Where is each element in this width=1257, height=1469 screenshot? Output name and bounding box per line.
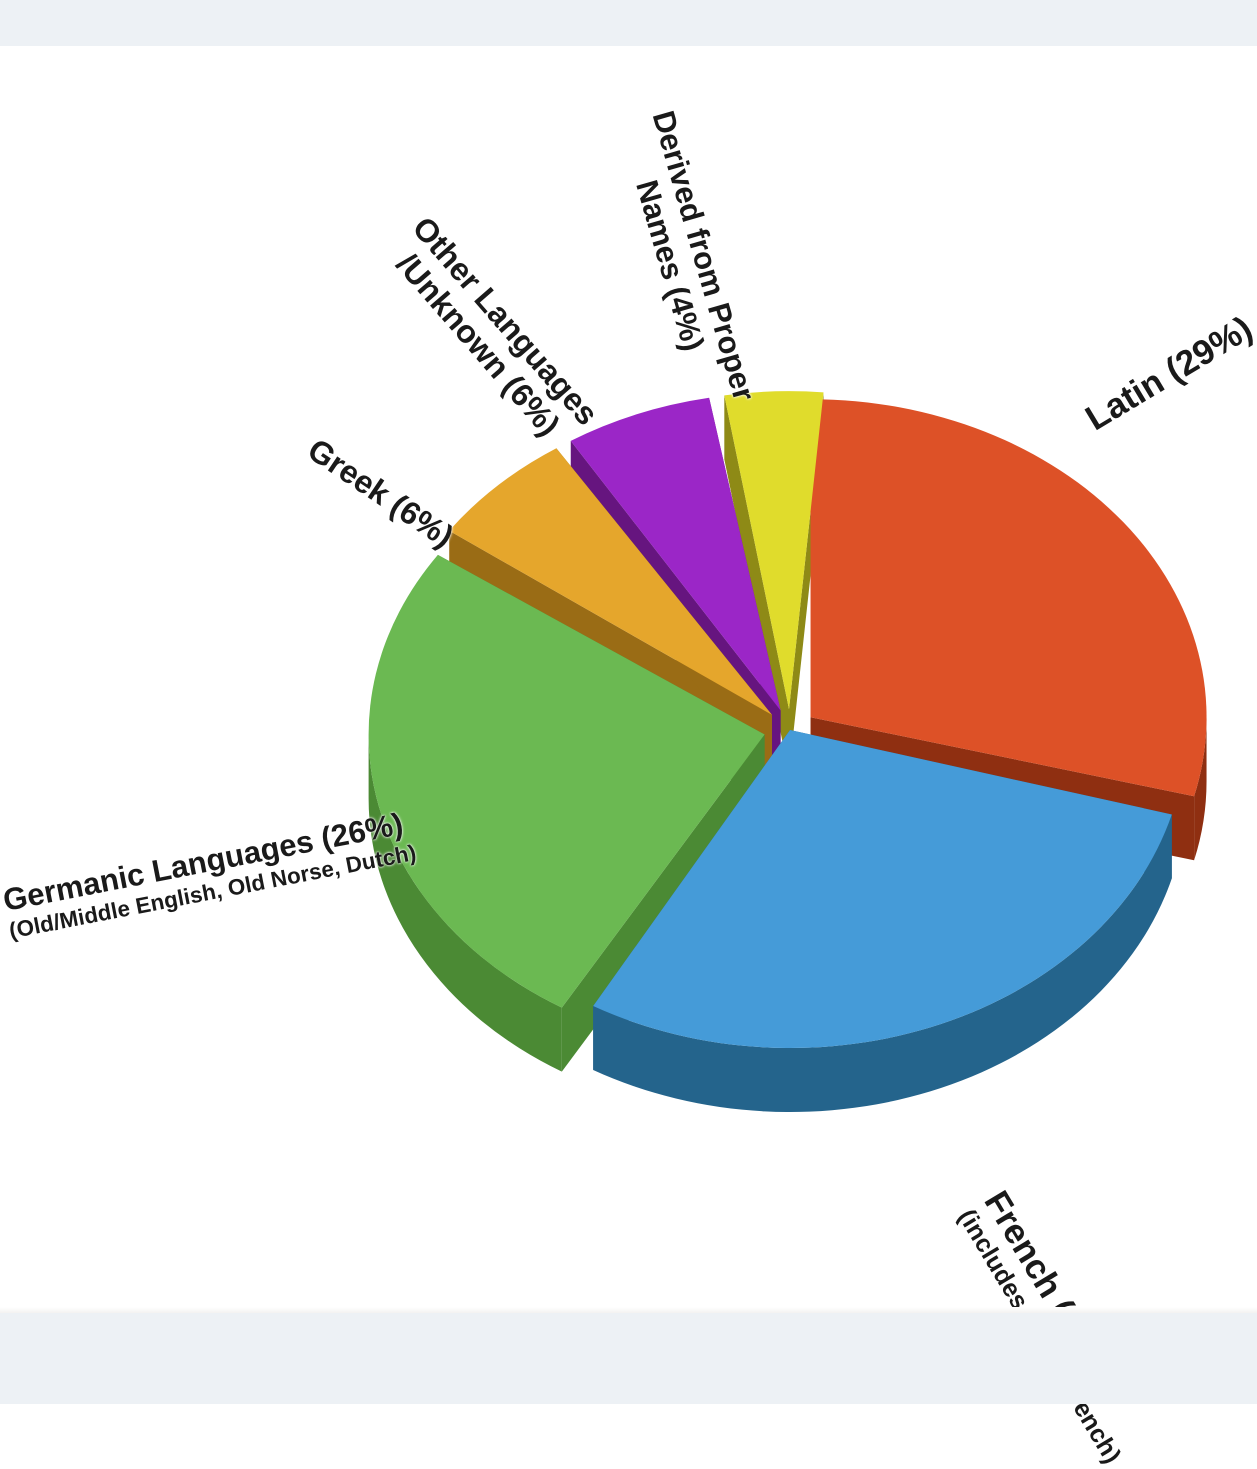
pie-chart-svg: [368, 391, 1207, 1112]
pie-chart-figure: Latin (29%) French (29%) (includes Anglo…: [0, 46, 1257, 1468]
pie-slice-rim-germanic-languages: [368, 734, 562, 1072]
pie-slice-rim-latin: [1194, 717, 1207, 861]
pie-slice-latin[interactable]: [810, 399, 1207, 797]
pie-slice-rim-french: [593, 814, 1172, 1112]
pie-top-faces: [368, 391, 1207, 1048]
pie-slice-derived-from-proper-names[interactable]: [724, 391, 824, 710]
pie-slice-greek[interactable]: [449, 448, 773, 715]
bottom-background-band: [0, 1307, 1257, 1404]
pie-slice-french[interactable]: [593, 730, 1172, 1048]
pie-slice-other-languages-unknown[interactable]: [570, 397, 781, 711]
top-background-band: [0, 0, 1257, 54]
pie-slice-germanic-languages[interactable]: [368, 554, 765, 1008]
